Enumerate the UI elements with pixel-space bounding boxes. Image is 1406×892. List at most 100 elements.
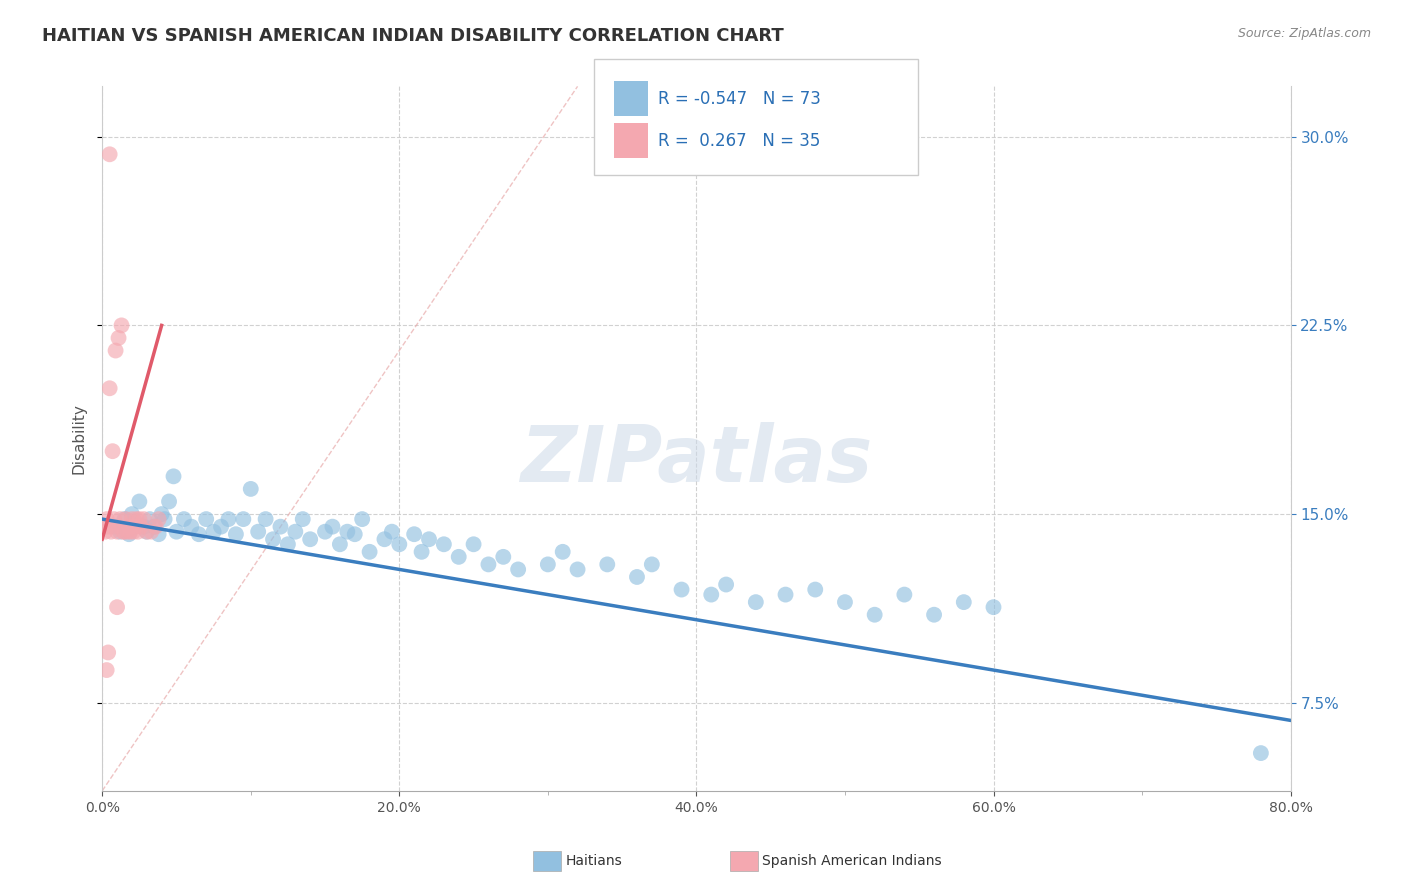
Point: [291, 512, 314, 526]
Point: [132, 512, 155, 526]
Point: [254, 512, 277, 526]
Point: [97, 645, 120, 659]
Text: Haitians: Haitians: [565, 854, 621, 868]
Point: [284, 524, 307, 539]
Point: [108, 524, 131, 539]
Point: [508, 562, 530, 576]
Point: [232, 512, 254, 526]
Point: [124, 519, 146, 533]
Point: [128, 494, 150, 508]
Point: [269, 519, 291, 533]
Point: [321, 519, 343, 533]
Point: [714, 577, 737, 591]
Point: [551, 545, 574, 559]
Point: [202, 524, 225, 539]
Point: [104, 343, 127, 358]
Text: ZIPatlas: ZIPatlas: [520, 422, 873, 498]
Point: [218, 512, 240, 526]
Point: [129, 519, 152, 533]
Point: [671, 582, 693, 597]
Point: [101, 444, 124, 458]
Point: [641, 558, 664, 572]
Point: [314, 524, 336, 539]
Point: [173, 512, 195, 526]
Point: [143, 519, 166, 533]
Point: [745, 595, 768, 609]
Text: R = -0.547   N = 73: R = -0.547 N = 73: [658, 89, 821, 108]
Point: [100, 524, 122, 539]
Text: R =  0.267   N = 35: R = 0.267 N = 35: [658, 131, 820, 150]
Point: [148, 512, 170, 526]
Point: [97, 519, 120, 533]
Point: [418, 533, 440, 547]
Point: [299, 533, 322, 547]
Point: [124, 515, 146, 529]
Point: [626, 570, 648, 584]
Point: [96, 512, 118, 526]
Point: [148, 527, 170, 541]
Point: [700, 588, 723, 602]
Point: [567, 562, 589, 576]
Point: [411, 545, 433, 559]
Point: [105, 524, 128, 539]
Point: [105, 600, 128, 615]
Point: [139, 512, 162, 526]
Point: [135, 524, 157, 539]
Point: [277, 537, 299, 551]
Point: [775, 588, 797, 602]
Point: [537, 558, 560, 572]
Point: [262, 533, 284, 547]
Point: [952, 595, 974, 609]
Point: [114, 512, 136, 526]
Point: [225, 527, 247, 541]
Point: [135, 524, 157, 539]
Point: [94, 524, 117, 539]
Point: [329, 537, 352, 551]
Point: [115, 512, 138, 526]
Point: [153, 512, 176, 526]
Point: [381, 524, 404, 539]
Point: [121, 507, 143, 521]
Point: [209, 519, 232, 533]
Point: [863, 607, 886, 622]
Point: [111, 524, 134, 539]
Point: [195, 512, 218, 526]
Point: [132, 519, 155, 533]
Point: [187, 527, 209, 541]
Point: [447, 549, 470, 564]
Point: [433, 537, 456, 551]
Point: [110, 318, 132, 333]
Point: [118, 519, 141, 533]
Point: [98, 381, 121, 395]
Point: [127, 524, 149, 539]
Point: [922, 607, 945, 622]
Point: [492, 549, 515, 564]
Point: [343, 527, 366, 541]
Point: [834, 595, 856, 609]
Point: [352, 512, 374, 526]
Point: [96, 663, 118, 677]
Point: [463, 537, 485, 551]
Point: [105, 519, 128, 533]
Point: [114, 524, 136, 539]
Point: [145, 519, 167, 533]
Point: [247, 524, 270, 539]
Point: [121, 512, 143, 526]
Point: [107, 331, 129, 345]
Point: [150, 507, 173, 521]
Point: [166, 524, 188, 539]
Point: [239, 482, 262, 496]
Point: [983, 600, 1005, 615]
Point: [336, 524, 359, 539]
Point: [98, 147, 121, 161]
Point: [804, 582, 827, 597]
Point: [128, 512, 150, 526]
Point: [893, 588, 915, 602]
Point: [162, 469, 184, 483]
Point: [118, 527, 141, 541]
Point: [141, 524, 163, 539]
Y-axis label: Disability: Disability: [72, 403, 86, 474]
Point: [125, 512, 148, 526]
Text: Spanish American Indians: Spanish American Indians: [762, 854, 942, 868]
Point: [108, 512, 131, 526]
